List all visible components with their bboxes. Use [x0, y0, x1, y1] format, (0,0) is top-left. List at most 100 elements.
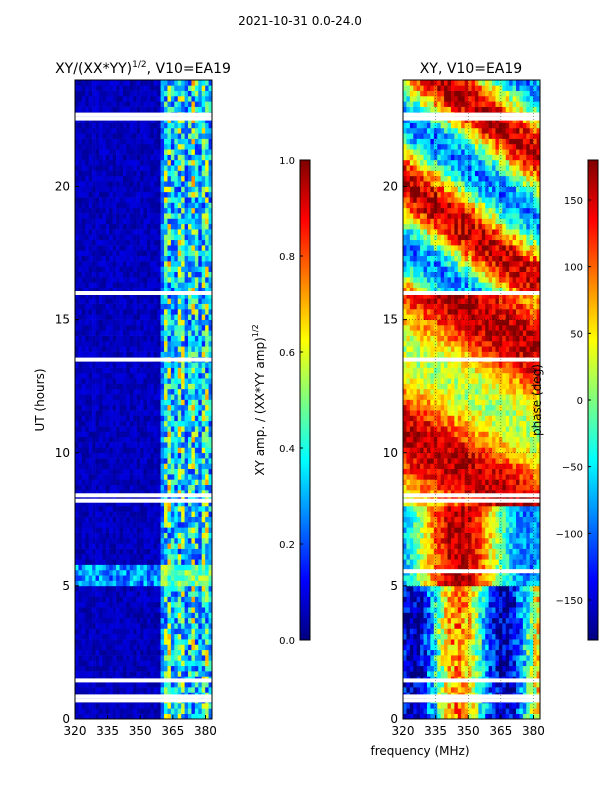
- heatmap-cell: [194, 399, 199, 406]
- heatmap-cell: [98, 479, 103, 486]
- heatmap-cell: [201, 351, 206, 358]
- heatmap-cell: [105, 298, 110, 304]
- heatmap-cell: [194, 367, 199, 374]
- heatmap-cell: [75, 569, 79, 576]
- heatmap-cell: [184, 287, 189, 294]
- heatmap-cell: [468, 708, 472, 714]
- heatmap-cell: [164, 655, 168, 661]
- heatmap-cell: [160, 665, 165, 672]
- heatmap-cell: [205, 511, 209, 517]
- heatmap-cell: [188, 681, 192, 688]
- heatmap-cell: [133, 559, 137, 565]
- heatmap-cell: [102, 346, 107, 352]
- heatmap-cell: [112, 521, 117, 528]
- heatmap-cell: [81, 596, 86, 603]
- heatmap-cell: [116, 474, 120, 480]
- heatmap-cell: [122, 127, 127, 134]
- heatmap-cell: [174, 617, 179, 624]
- heatmap-cell: [170, 95, 175, 102]
- heatmap-cell: [105, 335, 110, 342]
- heatmap-cell: [143, 516, 148, 523]
- heatmap-cell: [81, 202, 86, 209]
- heatmap-cell: [98, 559, 103, 565]
- heatmap-cell: [136, 516, 141, 523]
- heatmap-cell: [198, 197, 203, 203]
- heatmap-cell: [122, 330, 127, 336]
- heatmap-cell: [146, 436, 151, 443]
- heatmap-cell: [184, 213, 189, 219]
- heatmap-cell: [140, 293, 144, 299]
- heatmap-cell: [488, 708, 493, 714]
- heatmap-cell: [98, 351, 103, 358]
- heatmap-cell: [78, 681, 83, 688]
- heatmap-cell: [92, 665, 96, 672]
- heatmap-cell: [88, 495, 93, 501]
- heatmap-cell: [112, 303, 117, 310]
- heatmap-cell: [88, 463, 93, 470]
- heatmap-cell: [153, 293, 158, 299]
- heatmap-cell: [126, 127, 131, 134]
- heatmap-cell: [201, 628, 206, 635]
- heatmap-cell: [102, 170, 107, 177]
- heatmap-cell: [112, 154, 117, 161]
- heatmap-cell: [126, 319, 131, 326]
- heatmap-cell: [119, 303, 124, 310]
- heatmap-cell: [146, 106, 151, 113]
- heatmap-cell: [191, 532, 196, 539]
- heatmap-cell: [133, 159, 137, 166]
- heatmap-cell: [184, 340, 189, 347]
- heatmap-cell: [122, 287, 127, 294]
- heatmap-cell: [85, 506, 89, 512]
- heatmap-cell: [198, 703, 203, 709]
- heatmap-cell: [140, 207, 144, 214]
- heatmap-cell: [109, 239, 113, 246]
- heatmap-cell: [133, 213, 137, 219]
- heatmap-cell: [198, 490, 203, 496]
- heatmap-cell: [109, 420, 113, 427]
- heatmap-cell: [198, 420, 203, 427]
- heatmap-cell: [129, 85, 134, 91]
- heatmap-cell: [112, 607, 117, 613]
- heatmap-cell: [146, 708, 151, 714]
- heatmap-cell: [102, 612, 107, 619]
- heatmap-cell: [181, 596, 185, 603]
- heatmap-cell: [191, 500, 196, 507]
- heatmap-cell: [164, 186, 168, 193]
- heatmap-cell: [109, 340, 113, 347]
- heatmap-cell: [105, 585, 110, 592]
- heatmap-cell: [146, 527, 151, 533]
- heatmap-cell: [129, 687, 134, 693]
- heatmap-cell: [129, 436, 134, 443]
- heatmap-cell: [109, 564, 113, 571]
- heatmap-cell: [140, 324, 144, 331]
- heatmap-cell: [150, 165, 155, 171]
- heatmap-cell: [205, 239, 209, 246]
- heatmap-cell: [194, 703, 199, 709]
- heatmap-cell: [136, 474, 141, 480]
- heatmap-cell: [140, 170, 144, 177]
- heatmap-cell: [119, 85, 124, 91]
- heatmap-cell: [119, 575, 124, 581]
- heatmap-cell: [136, 431, 141, 438]
- heatmap-cell: [150, 154, 155, 161]
- heatmap-cell: [170, 431, 175, 438]
- heatmap-cell: [116, 372, 120, 379]
- heatmap-cell: [146, 80, 151, 86]
- heatmap-cell: [109, 521, 113, 528]
- heatmap-cell: [140, 633, 144, 640]
- heatmap-cell: [122, 671, 127, 677]
- heatmap-cell: [205, 261, 209, 267]
- heatmap-cell: [102, 218, 107, 225]
- heatmap-cell: [170, 229, 175, 235]
- heatmap-cell: [116, 175, 120, 182]
- heatmap-cell: [170, 250, 175, 257]
- heatmap-cell: [102, 410, 107, 416]
- heatmap-cell: [160, 101, 165, 107]
- heatmap-cell: [88, 559, 93, 565]
- heatmap-cell: [157, 207, 161, 214]
- heatmap-cell: [153, 543, 158, 549]
- heatmap-cell: [109, 277, 113, 283]
- heatmap-cell: [205, 197, 209, 203]
- heatmap-cell: [167, 521, 172, 528]
- heatmap-cell: [129, 479, 134, 486]
